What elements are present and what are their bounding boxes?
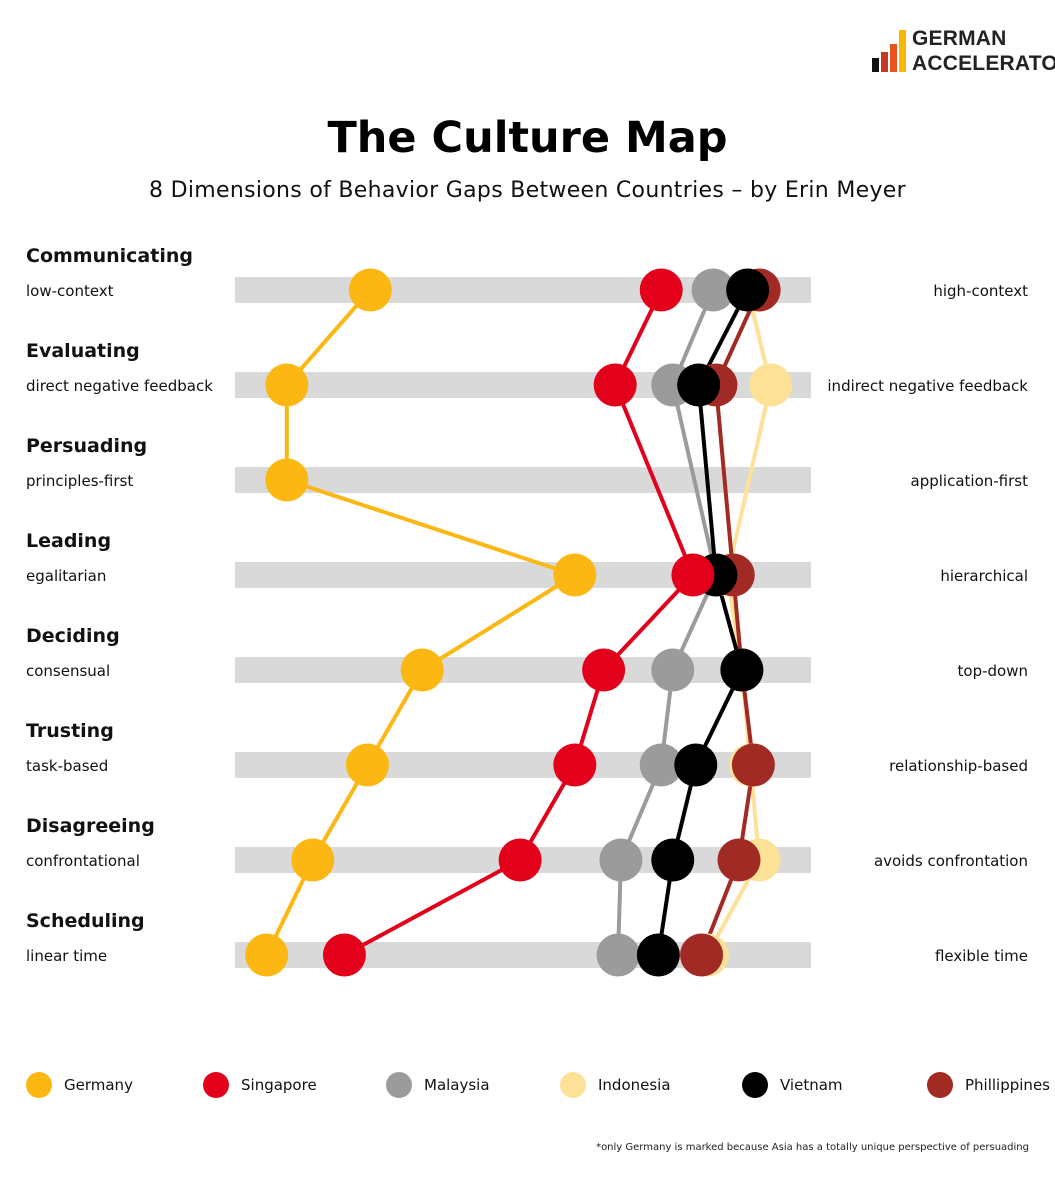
scale-bar-deciding bbox=[235, 657, 811, 683]
left-label-disagreeing: confrontational bbox=[26, 852, 140, 870]
point-singapore-scheduling bbox=[322, 933, 366, 977]
point-singapore-communicating bbox=[639, 268, 683, 312]
left-label-trusting: task-based bbox=[26, 757, 108, 775]
point-vietnam-evaluating bbox=[677, 363, 721, 407]
left-label-deciding: consensual bbox=[26, 662, 110, 680]
legend-label-vietnam: Vietnam bbox=[780, 1076, 843, 1094]
legend-label-indonesia: Indonesia bbox=[598, 1076, 671, 1094]
legend-swatch-germany bbox=[26, 1072, 52, 1098]
dimension-title-deciding: Deciding bbox=[26, 625, 120, 647]
point-singapore-trusting bbox=[553, 743, 597, 787]
legend-label-singapore: Singapore bbox=[241, 1076, 317, 1094]
point-vietnam-scheduling bbox=[636, 933, 680, 977]
legend-item-indonesia: Indonesia bbox=[560, 1070, 671, 1100]
right-label-communicating: high-context bbox=[933, 282, 1028, 300]
point-malaysia-communicating bbox=[691, 268, 735, 312]
dimension-title-trusting: Trusting bbox=[26, 720, 114, 742]
point-singapore-evaluating bbox=[593, 363, 637, 407]
legend-swatch-vietnam bbox=[742, 1072, 768, 1098]
legend-swatch-indonesia bbox=[560, 1072, 586, 1098]
point-singapore-deciding bbox=[582, 648, 626, 692]
page-subtitle: 8 Dimensions of Behavior Gaps Between Co… bbox=[149, 178, 906, 203]
point-malaysia-deciding bbox=[651, 648, 695, 692]
right-label-disagreeing: avoids confrontation bbox=[874, 852, 1028, 870]
point-vietnam-disagreeing bbox=[651, 838, 695, 882]
point-singapore-leading bbox=[671, 553, 715, 597]
point-germany-scheduling bbox=[245, 933, 289, 977]
dimension-title-evaluating: Evaluating bbox=[26, 340, 140, 362]
logo-line1: GERMAN bbox=[912, 27, 1007, 50]
point-germany-leading bbox=[553, 553, 597, 597]
dimension-title-communicating: Communicating bbox=[26, 245, 193, 267]
point-germany-trusting bbox=[345, 743, 389, 787]
legend-item-phillippines: Phillippines bbox=[927, 1070, 1050, 1100]
dimension-title-disagreeing: Disagreeing bbox=[26, 815, 155, 837]
point-malaysia-disagreeing bbox=[599, 838, 643, 882]
point-germany-evaluating bbox=[265, 363, 309, 407]
legend-label-malaysia: Malaysia bbox=[424, 1076, 490, 1094]
legend-item-germany: Germany bbox=[26, 1070, 133, 1100]
dimension-title-scheduling: Scheduling bbox=[26, 910, 145, 932]
left-label-scheduling: linear time bbox=[26, 947, 107, 965]
dimension-title-persuading: Persuading bbox=[26, 435, 147, 457]
left-label-communicating: low-context bbox=[26, 282, 114, 300]
logo-line2: ACCELERATOR bbox=[912, 52, 1055, 75]
scale-bar-trusting bbox=[235, 752, 811, 778]
legend-label-germany: Germany bbox=[64, 1076, 133, 1094]
legend-item-singapore: Singapore bbox=[203, 1070, 317, 1100]
point-germany-deciding bbox=[400, 648, 444, 692]
legend-item-vietnam: Vietnam bbox=[742, 1070, 843, 1100]
right-label-deciding: top-down bbox=[958, 662, 1028, 680]
legend-swatch-malaysia bbox=[386, 1072, 412, 1098]
footnote: *only Germany is marked because Asia has… bbox=[596, 1142, 1029, 1153]
page-title: The Culture Map bbox=[327, 113, 728, 163]
point-phillippines-trusting bbox=[731, 743, 775, 787]
left-label-leading: egalitarian bbox=[26, 567, 106, 585]
point-vietnam-deciding bbox=[720, 648, 764, 692]
point-phillippines-scheduling bbox=[680, 933, 724, 977]
point-phillippines-disagreeing bbox=[717, 838, 761, 882]
point-malaysia-scheduling bbox=[596, 933, 640, 977]
logo-bars-icon bbox=[872, 30, 906, 72]
chart-legend: Germany Singapore Malaysia Indonesia Vietnam… bbox=[0, 1070, 1055, 1102]
point-vietnam-communicating bbox=[726, 268, 770, 312]
point-germany-persuading bbox=[265, 458, 309, 502]
scale-bar-persuading bbox=[235, 467, 811, 493]
legend-item-malaysia: Malaysia bbox=[386, 1070, 490, 1100]
point-vietnam-trusting bbox=[674, 743, 718, 787]
legend-label-phillippines: Phillippines bbox=[965, 1076, 1050, 1094]
dimension-title-leading: Leading bbox=[26, 530, 111, 552]
right-label-persuading: application-first bbox=[911, 472, 1029, 490]
point-indonesia-evaluating bbox=[749, 363, 793, 407]
point-germany-communicating bbox=[348, 268, 392, 312]
point-germany-disagreeing bbox=[291, 838, 335, 882]
legend-swatch-singapore bbox=[203, 1072, 229, 1098]
right-label-scheduling: flexible time bbox=[935, 947, 1028, 965]
german-accelerator-logo: GERMAN ACCELERATOR® bbox=[870, 28, 1055, 76]
left-label-persuading: principles-first bbox=[26, 472, 133, 490]
right-label-trusting: relationship-based bbox=[889, 757, 1028, 775]
point-malaysia-trusting bbox=[639, 743, 683, 787]
legend-swatch-phillippines bbox=[927, 1072, 953, 1098]
right-label-evaluating: indirect negative feedback bbox=[827, 377, 1028, 395]
point-singapore-disagreeing bbox=[498, 838, 542, 882]
right-label-leading: hierarchical bbox=[940, 567, 1028, 585]
left-label-evaluating: direct negative feedback bbox=[26, 377, 213, 395]
